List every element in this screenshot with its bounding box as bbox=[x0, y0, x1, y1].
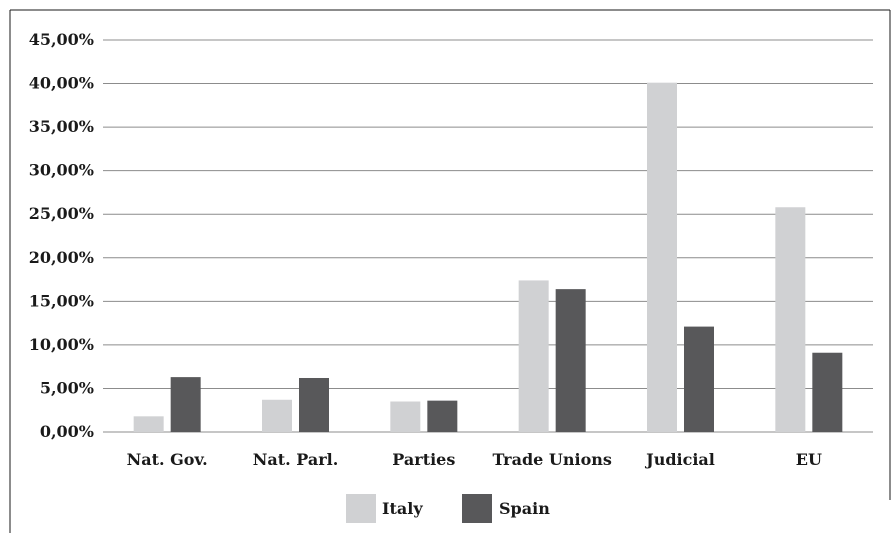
x-category-label: Nat. Gov. bbox=[127, 450, 208, 469]
bar-spain bbox=[427, 400, 458, 432]
gridlines bbox=[103, 39, 873, 433]
y-tick-label: 5,00% bbox=[40, 378, 94, 397]
bar-italy bbox=[775, 207, 806, 432]
legend-label-italy: Italy bbox=[382, 499, 423, 518]
bar-italy bbox=[262, 399, 292, 432]
y-tick-label: 45,00% bbox=[29, 30, 94, 49]
bar-spain bbox=[170, 377, 201, 432]
x-category-label: Nat. Parl. bbox=[253, 450, 339, 469]
bar-italy bbox=[133, 416, 164, 432]
y-tick-label: 40,00% bbox=[29, 74, 94, 93]
x-category-label: Trade Unions bbox=[492, 450, 611, 469]
chart-border bbox=[9, 9, 891, 533]
legend: Italy Spain bbox=[346, 494, 550, 523]
bar-italy bbox=[647, 82, 677, 432]
bar-italy bbox=[518, 280, 549, 432]
x-category-label: Parties bbox=[392, 450, 455, 469]
legend-swatch-spain bbox=[462, 494, 492, 523]
y-tick-label: 35,00% bbox=[29, 117, 94, 136]
bar-spain bbox=[555, 289, 586, 432]
bars bbox=[133, 82, 843, 432]
y-tick-label: 30,00% bbox=[29, 161, 94, 180]
y-tick-label: 25,00% bbox=[29, 204, 94, 223]
x-category-label: Judicial bbox=[644, 450, 715, 469]
y-tick-label: 15,00% bbox=[29, 291, 94, 310]
legend-swatch-italy bbox=[346, 494, 376, 523]
bar-spain bbox=[812, 352, 843, 432]
y-tick-label: 20,00% bbox=[29, 248, 94, 267]
y-axis-ticks: 0,00% 5,00% 10,00% 15,00% 20,00% 25,00% 30,00%… bbox=[29, 30, 94, 441]
bar-italy bbox=[390, 401, 421, 432]
bar-spain bbox=[684, 326, 714, 432]
bar-spain bbox=[299, 377, 329, 432]
legend-label-spain: Spain bbox=[499, 499, 550, 518]
y-tick-label: 10,00% bbox=[29, 335, 94, 354]
y-tick-label: 0,00% bbox=[40, 422, 94, 441]
x-category-label: EU bbox=[796, 450, 822, 469]
x-axis-labels: Nat. Gov. Nat. Parl. Parties Trade Unions Ju… bbox=[127, 450, 822, 469]
